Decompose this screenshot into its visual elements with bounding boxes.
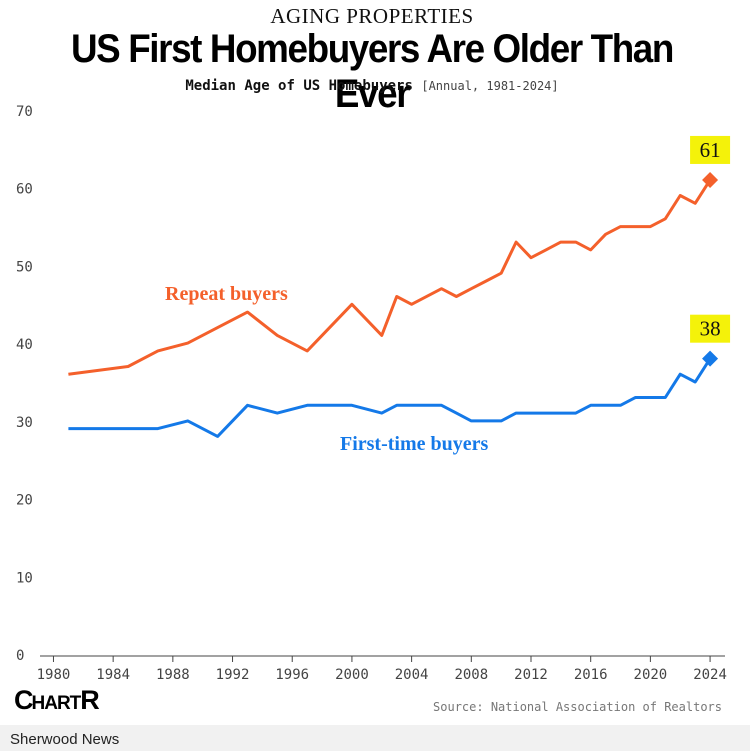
series-line bbox=[68, 179, 712, 376]
logo-part-3: R bbox=[80, 685, 99, 715]
end-label-highlight bbox=[690, 135, 731, 164]
y-tick-label: 0 bbox=[16, 648, 24, 664]
chart-subtitle: Median Age of US Homebuyers [Annual, 198… bbox=[0, 78, 744, 94]
x-tick-label: 1992 bbox=[216, 667, 250, 683]
end-label-highlight bbox=[690, 314, 731, 343]
end-value-label: 61 bbox=[700, 138, 721, 162]
end-point-marker bbox=[702, 350, 719, 367]
logo-part-1: C bbox=[14, 685, 33, 715]
x-tick-label: 1980 bbox=[37, 667, 71, 683]
logo-part-2: HART bbox=[31, 693, 82, 714]
source-note: Source: National Association of Realtors bbox=[433, 700, 722, 714]
chart-title: US First Homebuyers Are Older Than Ever bbox=[70, 27, 674, 116]
x-tick-label: 2020 bbox=[634, 667, 668, 683]
series-label: Repeat buyers bbox=[165, 283, 288, 305]
y-tick-label: 30 bbox=[16, 415, 33, 431]
y-tick-label: 60 bbox=[16, 182, 33, 198]
end-point-marker bbox=[702, 171, 719, 188]
series-line bbox=[68, 357, 712, 438]
subtitle-main: Median Age of US Homebuyers bbox=[185, 78, 413, 94]
y-tick-label: 20 bbox=[16, 493, 33, 509]
x-tick-label: 1996 bbox=[275, 667, 309, 683]
y-tick-label: 10 bbox=[16, 570, 33, 586]
x-tick-label: 2012 bbox=[514, 667, 548, 683]
chartr-logo: CHARTR bbox=[14, 685, 100, 716]
x-tick-label: 2008 bbox=[454, 667, 488, 683]
x-tick-label: 2004 bbox=[395, 667, 429, 683]
x-tick-label: 1984 bbox=[96, 667, 130, 683]
series-label: First-time buyers bbox=[340, 433, 489, 455]
y-tick-label: 40 bbox=[16, 337, 33, 353]
y-tick-label: 50 bbox=[16, 259, 33, 275]
footer-bar: Sherwood News bbox=[0, 725, 750, 751]
y-tick-label: 70 bbox=[16, 104, 33, 120]
x-tick-label: 2016 bbox=[574, 667, 608, 683]
x-tick-label: 2024 bbox=[693, 667, 727, 683]
x-tick-label: 1988 bbox=[156, 667, 190, 683]
end-value-label: 38 bbox=[700, 317, 721, 341]
subtitle-note: [Annual, 1981-2024] bbox=[421, 79, 559, 93]
x-tick-label: 2000 bbox=[335, 667, 369, 683]
chart-kicker: AGING PROPERTIES bbox=[270, 4, 474, 28]
publisher-name: Sherwood News bbox=[10, 731, 120, 748]
